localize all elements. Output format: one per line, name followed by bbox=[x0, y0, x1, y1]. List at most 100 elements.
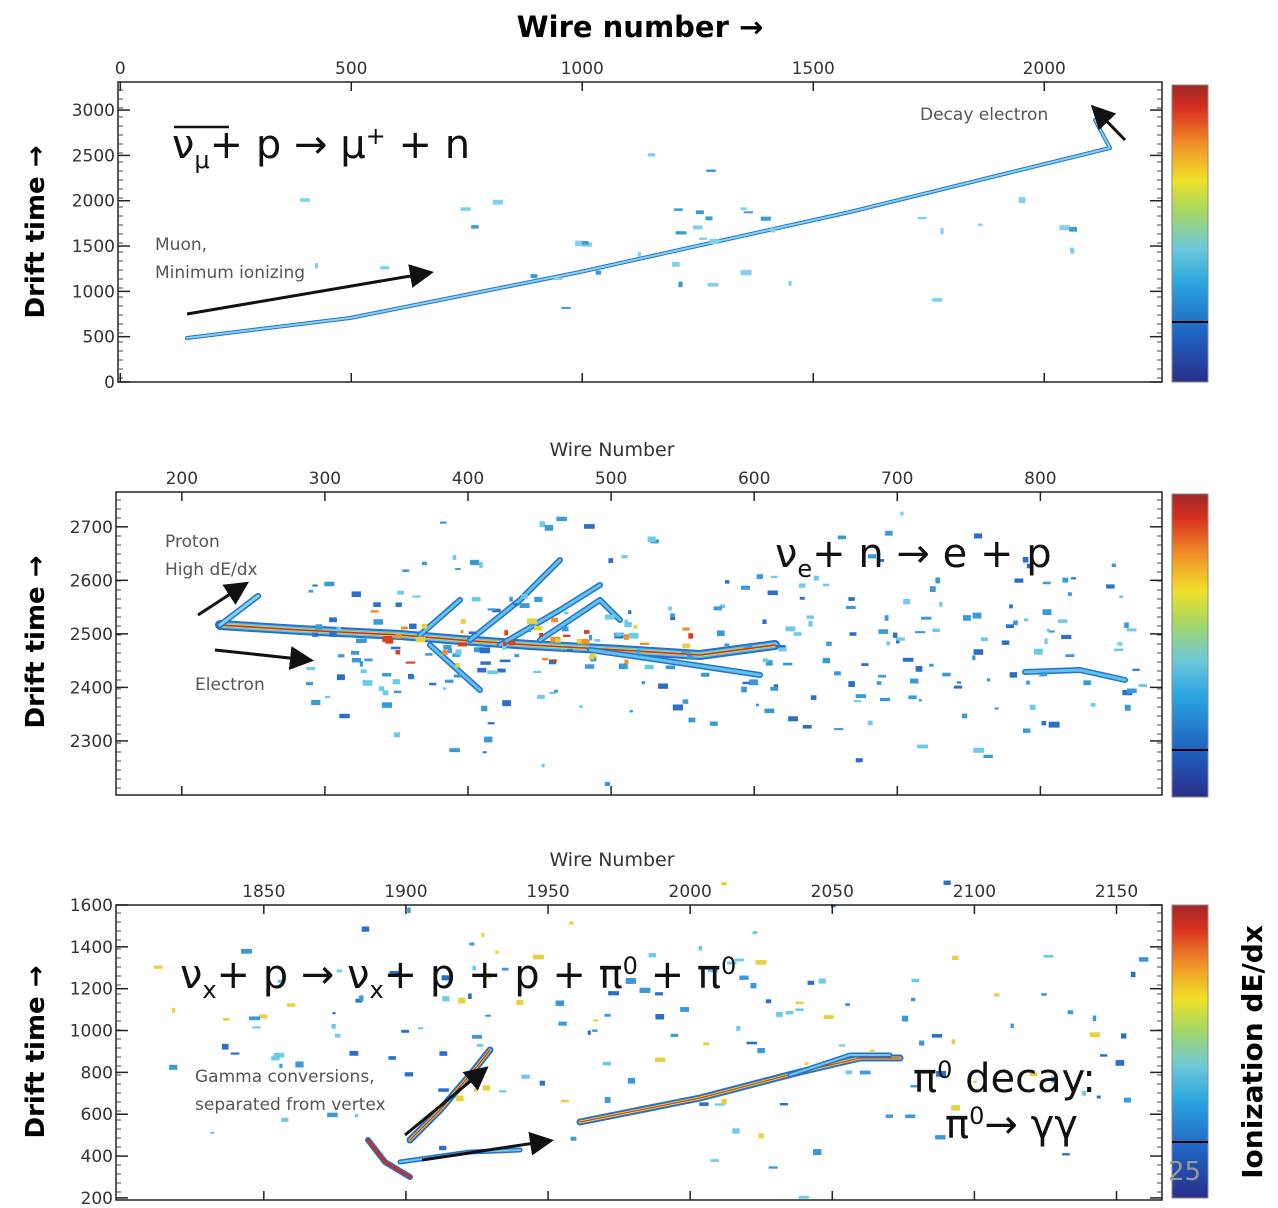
annotation: Decay electron bbox=[920, 105, 1048, 125]
y-tick-label: 800 bbox=[81, 1063, 113, 1083]
hit bbox=[467, 993, 472, 1000]
hit bbox=[1041, 993, 1047, 996]
hit bbox=[1090, 702, 1096, 707]
hit bbox=[1009, 604, 1013, 609]
hit bbox=[648, 953, 657, 958]
x-tick-label: 1850 bbox=[242, 882, 285, 902]
hit bbox=[520, 594, 528, 600]
hit bbox=[727, 961, 737, 965]
hit bbox=[767, 590, 778, 596]
hit bbox=[604, 781, 611, 786]
x-tick-label: 2000 bbox=[669, 882, 712, 902]
hit bbox=[701, 672, 710, 677]
eq-part: 0 bbox=[623, 952, 638, 980]
hit bbox=[499, 1090, 507, 1093]
hit bbox=[530, 274, 538, 279]
hit bbox=[854, 700, 862, 703]
eq-part: → γγ bbox=[984, 1102, 1078, 1148]
hit bbox=[647, 536, 656, 543]
hit bbox=[336, 969, 343, 973]
hit bbox=[973, 649, 984, 655]
y-tick-label: 2400 bbox=[70, 678, 113, 698]
hit bbox=[456, 1095, 464, 1102]
eq-part: π bbox=[945, 1102, 969, 1148]
y-tick-label: 2000 bbox=[72, 192, 115, 212]
hit bbox=[429, 682, 437, 686]
hit bbox=[746, 1041, 758, 1045]
hit bbox=[584, 524, 595, 529]
arrow bbox=[197, 581, 250, 617]
hit bbox=[1065, 654, 1075, 658]
hit bbox=[861, 663, 869, 667]
hit bbox=[672, 704, 683, 711]
hit bbox=[362, 680, 373, 686]
hit bbox=[470, 559, 480, 566]
hit bbox=[806, 615, 814, 619]
hit bbox=[351, 657, 362, 663]
hit bbox=[479, 647, 490, 654]
hit bbox=[688, 717, 696, 723]
track bbox=[366, 1138, 412, 1179]
hit bbox=[558, 1021, 567, 1026]
hit bbox=[1067, 592, 1072, 596]
hit bbox=[460, 618, 466, 624]
y-tick-label: 500 bbox=[83, 328, 115, 348]
y-tick-label: 0 bbox=[104, 373, 115, 393]
eq-part: + n bbox=[386, 122, 470, 168]
hit bbox=[308, 589, 314, 593]
hit bbox=[845, 605, 856, 610]
hit bbox=[329, 617, 337, 623]
eq-part: + p → μ bbox=[210, 122, 366, 168]
eq-part: ν bbox=[180, 952, 202, 998]
hit bbox=[339, 713, 350, 719]
hit bbox=[939, 602, 943, 607]
hit bbox=[639, 987, 651, 993]
hit bbox=[502, 644, 507, 650]
hit bbox=[473, 647, 481, 653]
hit bbox=[421, 623, 428, 629]
hit bbox=[896, 638, 900, 644]
eq-part: + π bbox=[638, 952, 721, 998]
hit bbox=[692, 225, 703, 230]
hit bbox=[418, 1027, 424, 1030]
hit bbox=[258, 1014, 268, 1019]
hit bbox=[311, 699, 321, 706]
hit bbox=[1026, 680, 1030, 685]
hit bbox=[921, 616, 932, 620]
hit bbox=[1043, 954, 1054, 958]
hit bbox=[355, 638, 367, 643]
hit bbox=[983, 754, 993, 759]
hit bbox=[681, 650, 691, 653]
chart-title: Wire Number bbox=[549, 439, 674, 461]
hit bbox=[695, 210, 704, 215]
x-tick-label: 400 bbox=[452, 469, 484, 489]
hit bbox=[533, 625, 543, 631]
hit bbox=[373, 602, 381, 607]
hit bbox=[359, 661, 363, 667]
hit bbox=[680, 1007, 690, 1012]
x-tick-label: 600 bbox=[738, 469, 770, 489]
hit bbox=[900, 511, 904, 516]
hit bbox=[471, 1034, 482, 1039]
hit bbox=[670, 1033, 679, 1037]
hit bbox=[458, 997, 466, 1004]
hit bbox=[641, 681, 646, 685]
track bbox=[186, 119, 1111, 339]
hit bbox=[438, 1088, 449, 1092]
hit bbox=[561, 626, 569, 632]
hit bbox=[487, 608, 496, 611]
hit bbox=[978, 223, 983, 226]
hit bbox=[1069, 247, 1075, 254]
eq-part: ν bbox=[775, 531, 797, 577]
hit bbox=[553, 277, 563, 280]
hit bbox=[425, 653, 433, 656]
hit bbox=[448, 648, 452, 654]
hit bbox=[770, 227, 776, 233]
hit bbox=[533, 954, 544, 960]
hit bbox=[487, 722, 495, 725]
y-tick-label: 400 bbox=[81, 1147, 113, 1167]
hit bbox=[637, 251, 641, 258]
hit bbox=[241, 948, 252, 954]
eq-part: μ bbox=[194, 146, 209, 174]
hit bbox=[813, 575, 819, 581]
